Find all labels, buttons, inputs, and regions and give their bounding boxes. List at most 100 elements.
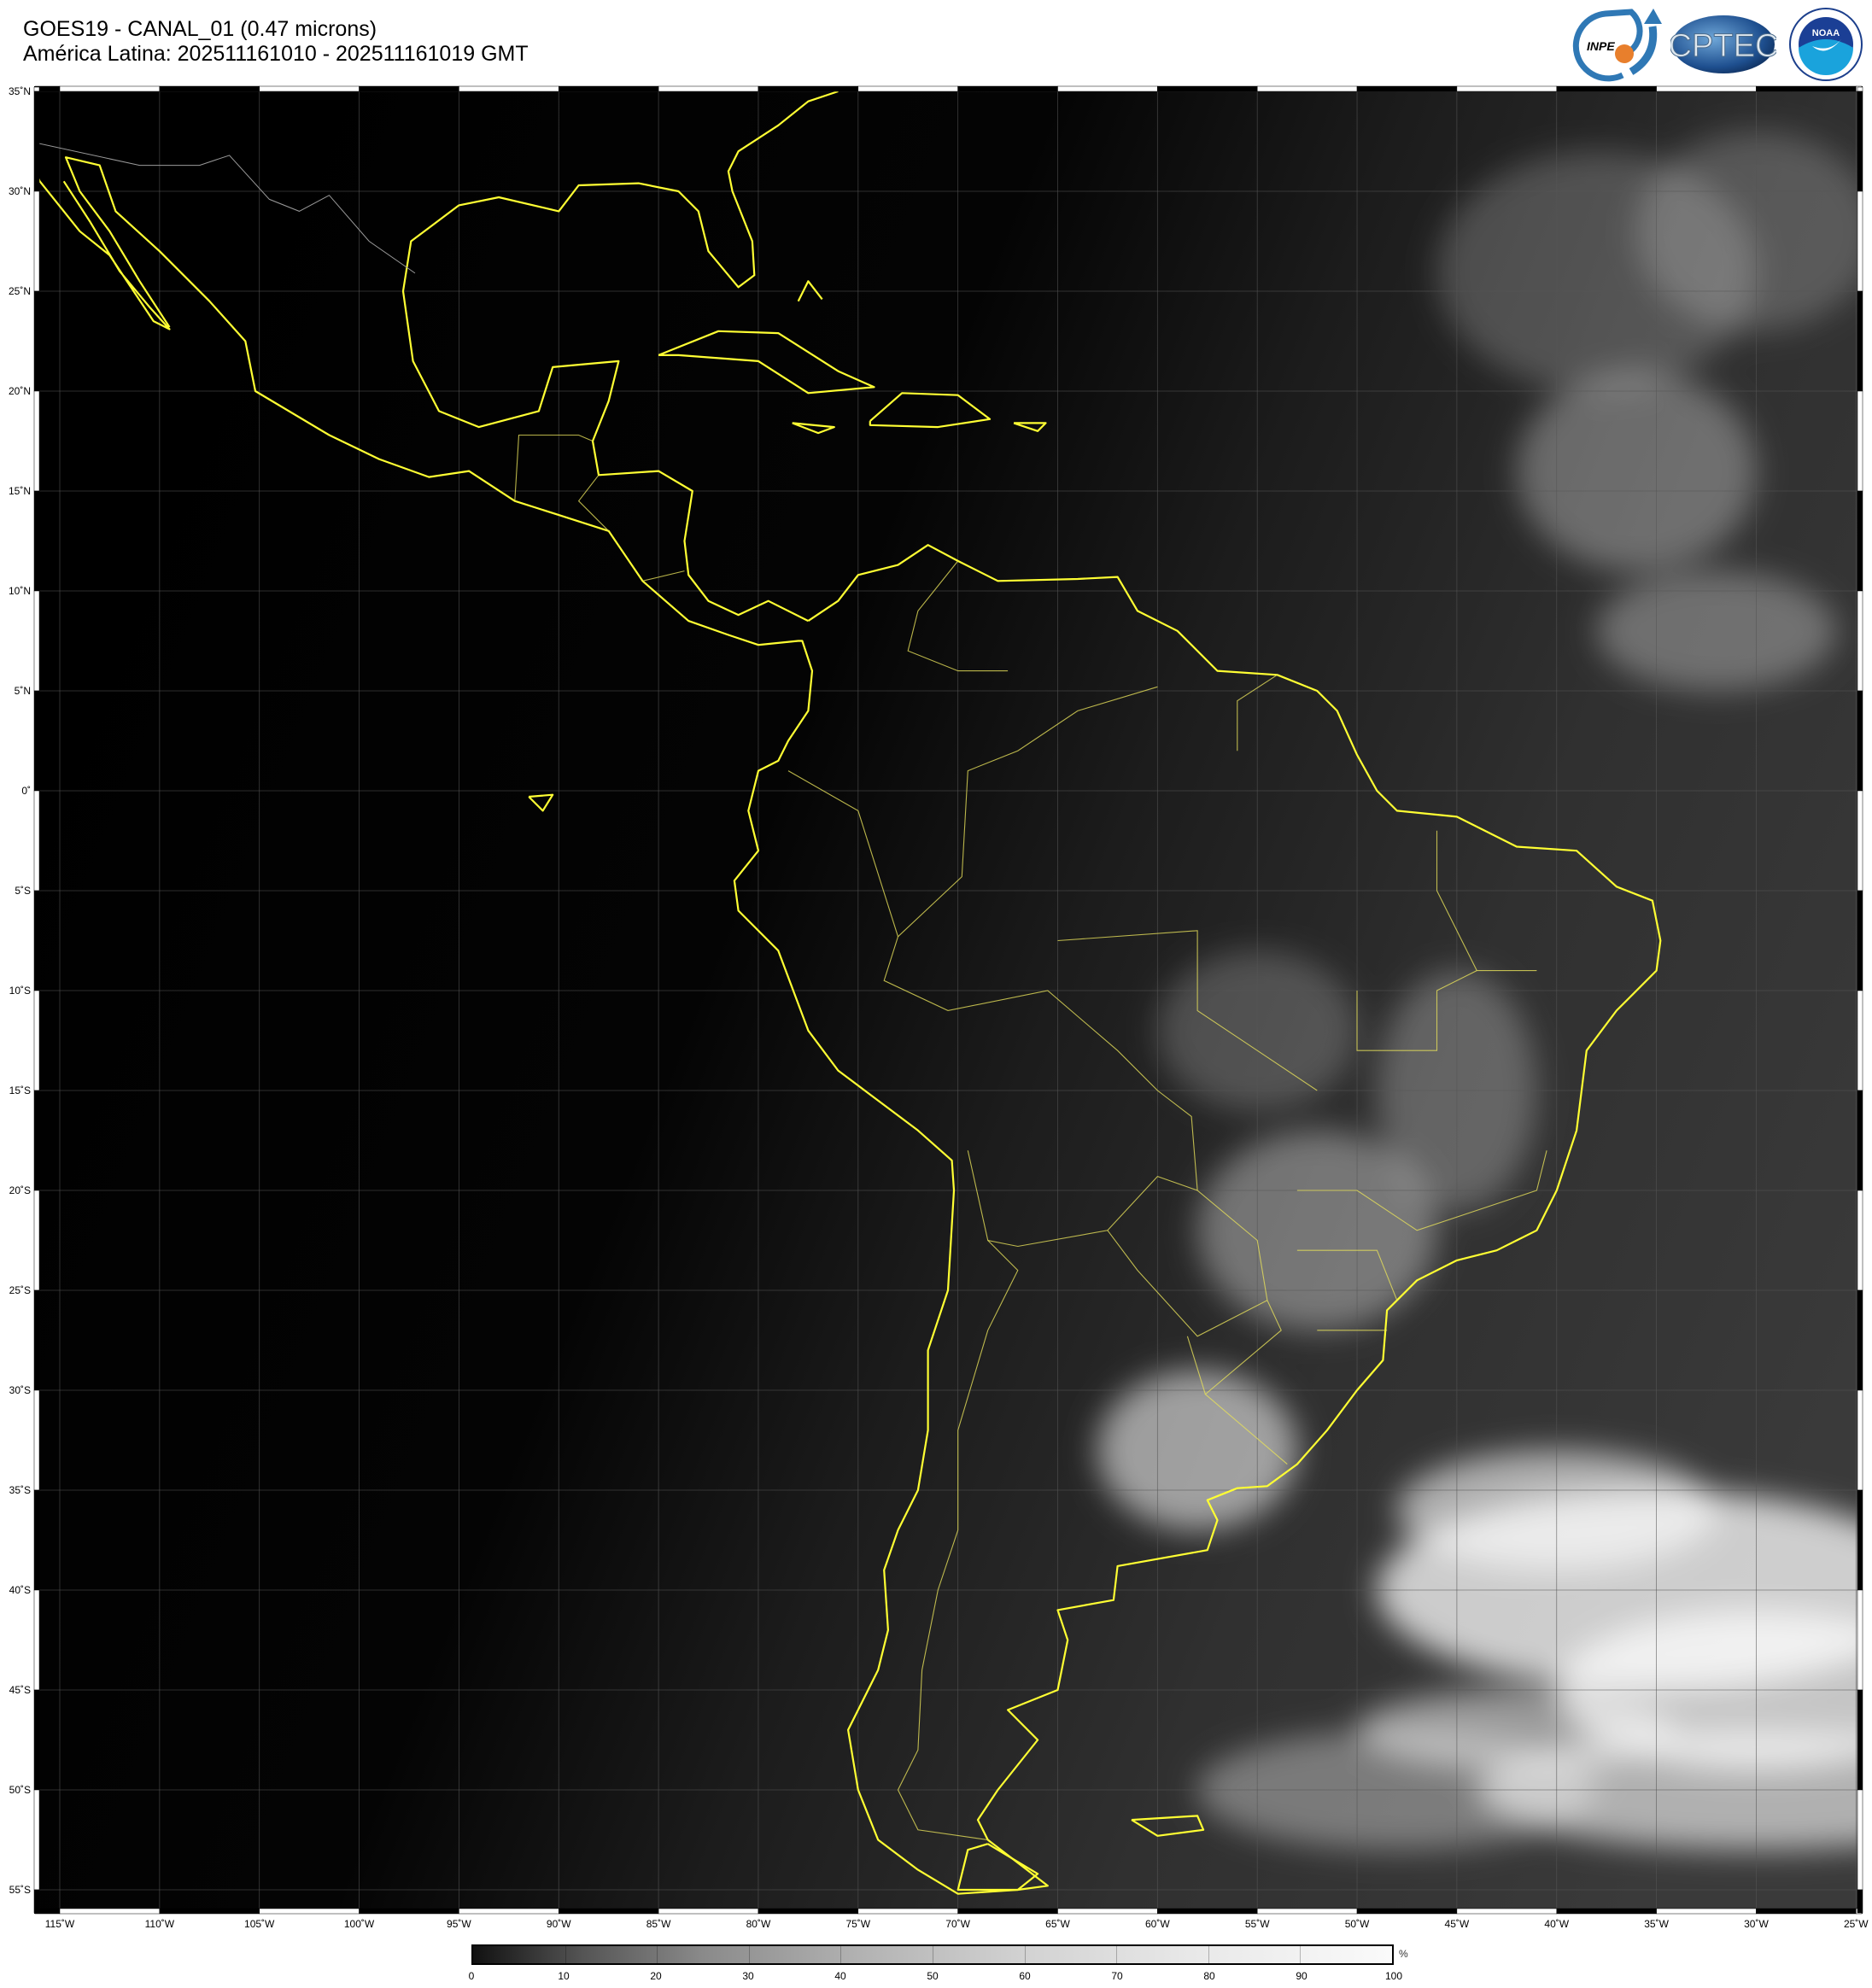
country-border (787, 770, 899, 937)
frame-bar (1857, 1289, 1863, 1391)
country-border (1186, 1336, 1206, 1395)
frame-bar (1656, 1908, 1757, 1915)
coastline (35, 168, 171, 330)
latitude-label: 10˚N (8, 585, 31, 597)
map-frame (33, 85, 1863, 1915)
longitude-label: 25˚W (1843, 1918, 1869, 1930)
frame-bar (1756, 85, 1857, 92)
latitude-label: 15˚N (8, 485, 31, 497)
frame-bar (259, 85, 360, 92)
cloud (1596, 570, 1837, 691)
frame-bar (33, 690, 40, 792)
frame-bar (1857, 1389, 1863, 1491)
country-border (1356, 970, 1537, 1051)
frame-bar (1157, 1908, 1258, 1915)
frame-bar (1857, 390, 1863, 492)
coastline (869, 392, 992, 429)
latitude-label: 5˚S (15, 885, 31, 897)
frame-bar (459, 85, 559, 92)
frame-bar (758, 1908, 859, 1915)
latitude-label: 50˚S (9, 1784, 31, 1796)
longitude-label: 60˚W (1145, 1918, 1170, 1930)
country-border (1436, 830, 1477, 971)
colorbar-tick-label: 40 (834, 1970, 846, 1982)
frame-bar (857, 85, 958, 92)
longitude-label: 65˚W (1045, 1918, 1070, 1930)
coastline (956, 1843, 1039, 1892)
longitude-label: 50˚W (1344, 1918, 1370, 1930)
frame-bar (1857, 690, 1863, 792)
longitude-label: 70˚W (945, 1918, 970, 1930)
frame-bar (1857, 990, 1863, 1091)
frame-bar (33, 1789, 40, 1891)
frame-bar (857, 1908, 958, 1915)
frame-bar (1857, 1689, 1863, 1791)
colorbar (471, 1944, 1394, 1965)
colorbar-tick-label: 80 (1203, 1970, 1215, 1982)
frame-bar (259, 1908, 360, 1915)
colorbar-tick-label: 60 (1019, 1970, 1031, 1982)
frame-bar (1556, 1908, 1657, 1915)
cptec-logo: CPTEC (1670, 15, 1776, 73)
cloud (1636, 131, 1862, 331)
cloud (1097, 1370, 1298, 1530)
frame-bar (33, 1489, 40, 1591)
latitude-label: 25˚S (9, 1284, 31, 1296)
frame-bar (33, 1889, 40, 1914)
frame-bar (33, 190, 40, 292)
coastline (797, 280, 823, 302)
frame-bar (33, 1589, 40, 1691)
latitude-label: 15˚S (9, 1085, 31, 1096)
colorbar-tick-label: 100 (1384, 1970, 1403, 1982)
coastline (528, 793, 554, 812)
inpe-logo: INPE (1572, 9, 1662, 82)
frame-bar (1456, 1908, 1558, 1915)
frame-bar (1057, 1908, 1158, 1915)
frame-bar (33, 1389, 40, 1491)
longitude-label: 115˚W (44, 1918, 75, 1930)
frame-bar (1157, 85, 1258, 92)
frame-bar (33, 890, 40, 991)
image-title: GOES19 - CANAL_01 (0.47 microns) (23, 17, 377, 41)
longitude-label: 55˚W (1244, 1918, 1270, 1930)
frame-bar (59, 1908, 161, 1915)
frame-bar (1857, 86, 1863, 92)
frame-bar (359, 85, 459, 92)
geography-lines (35, 90, 1662, 1895)
us-mexico-border (35, 142, 416, 274)
latitude-label: 30˚N (8, 185, 31, 197)
longitude-label: 75˚W (845, 1918, 871, 1930)
country-border (577, 474, 610, 532)
frame-bar (1857, 890, 1863, 991)
frame-bar (1857, 190, 1863, 292)
coastline (658, 330, 875, 395)
colorbar-tick-label: 30 (742, 1970, 754, 1982)
colorbar-tick-label: 70 (1111, 1970, 1123, 1982)
frame-bar (957, 1908, 1058, 1915)
colorbar-tick (1208, 1946, 1209, 1963)
frame-bar (33, 86, 40, 92)
latitude-label: 20˚S (9, 1184, 31, 1196)
country-border (883, 686, 1288, 1465)
longitude-label: 105˚W (244, 1918, 275, 1930)
frame-bar (33, 290, 40, 392)
frame-bar (1857, 290, 1863, 392)
colorbar-tick (840, 1946, 842, 1963)
frame-bar (33, 590, 40, 692)
frame-bar (1656, 85, 1757, 92)
country-border (1057, 930, 1318, 1091)
frame-bar (658, 1908, 759, 1915)
latitude-label: 55˚S (9, 1884, 31, 1896)
svg-text:NOAA: NOAA (1812, 28, 1840, 38)
frame-bar (33, 1190, 40, 1291)
longitude-label: 85˚W (646, 1918, 671, 1930)
colorbar-tick-label: 0 (468, 1970, 475, 1982)
latitude-label: 0˚ (21, 785, 31, 797)
frame-bar (1857, 1889, 1863, 1914)
image-subtitle: América Latina: 202511161010 - 202511161… (23, 42, 529, 66)
frame-bar (1057, 85, 1158, 92)
longitude-label: 30˚W (1744, 1918, 1769, 1930)
longitude-label: 45˚W (1444, 1918, 1470, 1930)
frame-bar (1256, 85, 1358, 92)
longitude-label: 100˚W (343, 1918, 375, 1930)
